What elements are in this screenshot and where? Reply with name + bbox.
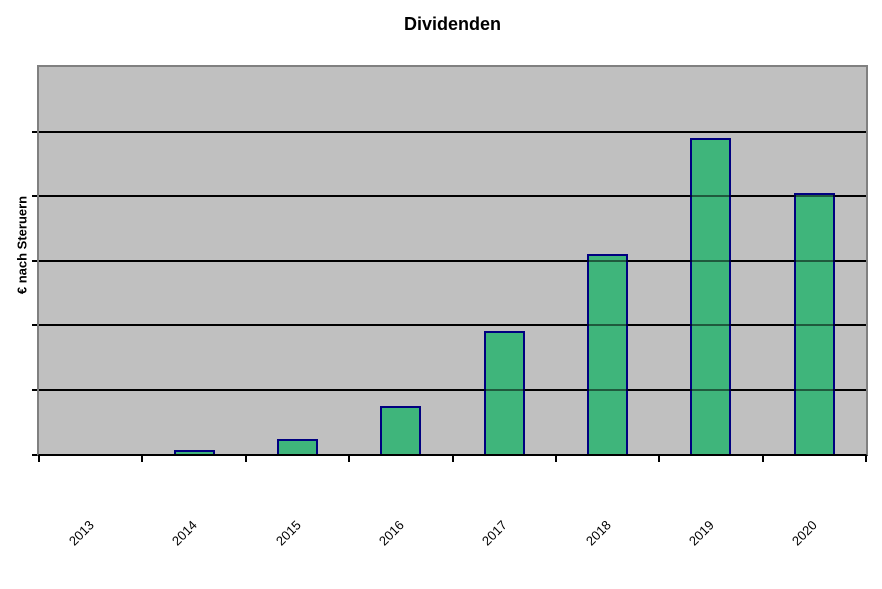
x-axis-label: 2020 [789, 517, 821, 549]
x-axis-tick [554, 456, 557, 462]
chart-title: Dividenden [403, 14, 501, 34]
bar-2018 [587, 254, 629, 454]
x-axis-tick [451, 456, 454, 462]
y-axis-tick [32, 259, 37, 262]
gridline-overlay [39, 388, 866, 391]
bar-2014 [173, 450, 215, 454]
bar-2020 [793, 193, 835, 454]
y-axis-tick [32, 454, 37, 456]
x-axis-tick [348, 456, 351, 462]
gridline-overlay [39, 195, 866, 197]
y-axis-tick [32, 130, 37, 133]
y-axis-tick [32, 388, 37, 391]
y-axis-tick [32, 324, 37, 326]
x-axis-label: 2016 [375, 517, 407, 549]
gridline-overlay [39, 130, 866, 133]
bar-2019 [690, 138, 732, 454]
x-axis-tick [141, 456, 144, 462]
bar-2017 [483, 331, 525, 454]
y-axis-tick [32, 195, 37, 197]
x-axis-tick [658, 456, 661, 462]
bar-2016 [380, 406, 422, 454]
x-axis-label: 2018 [582, 517, 614, 549]
gridlines-overlay-layer [39, 67, 866, 454]
x-axis-tick [865, 456, 867, 462]
x-axis-label: 2019 [685, 517, 717, 549]
gridline-overlay [39, 324, 866, 326]
x-axis-label: 2014 [169, 517, 201, 549]
y-axis-label: € nach Steruern [14, 195, 30, 295]
plot-area [37, 65, 868, 456]
bar-series-layer [39, 67, 866, 454]
x-axis-label: 2015 [272, 517, 304, 549]
gridline-overlay [39, 259, 866, 262]
bar-2015 [276, 439, 318, 454]
x-axis-label: 2017 [479, 517, 511, 549]
x-axis-tick [761, 456, 764, 462]
x-axis-tick [244, 456, 247, 462]
x-axis-tick [38, 456, 40, 462]
x-axis-label: 2013 [65, 517, 97, 549]
